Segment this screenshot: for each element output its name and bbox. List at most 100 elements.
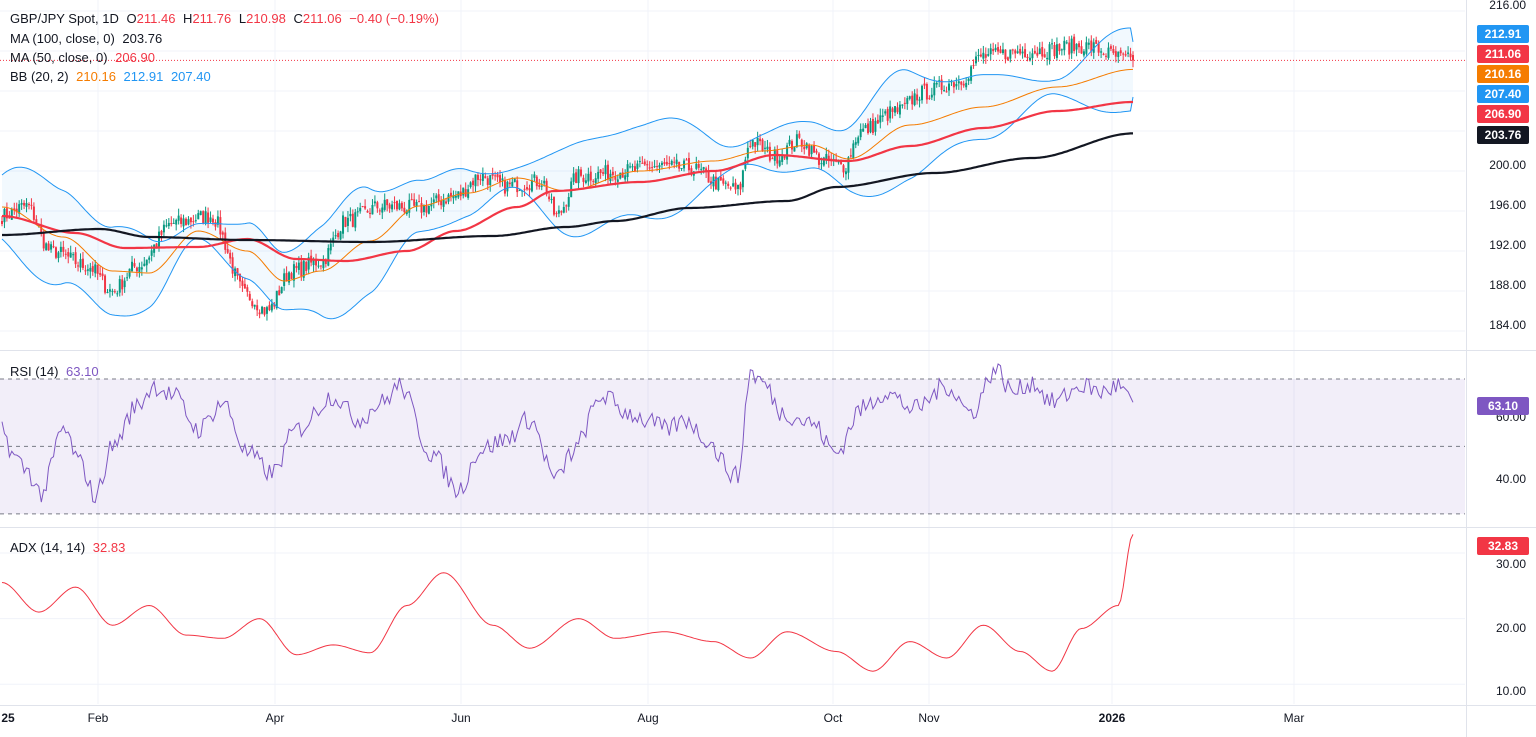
candle-body bbox=[106, 292, 109, 294]
candle-body bbox=[1048, 44, 1051, 60]
candle-body bbox=[754, 142, 757, 147]
candle-body bbox=[977, 54, 980, 56]
candle-body bbox=[143, 263, 146, 267]
bb-legend[interactable]: BB (20, 2) 210.16 212.91 207.40 bbox=[10, 67, 215, 86]
candle-body bbox=[42, 232, 45, 249]
candle-body bbox=[295, 265, 298, 269]
candle-body bbox=[665, 161, 668, 165]
candle-body bbox=[449, 192, 452, 197]
candle-body bbox=[840, 161, 843, 165]
candle-body bbox=[1055, 44, 1058, 58]
candle-body bbox=[923, 83, 926, 86]
open-value: 211.46 bbox=[136, 11, 176, 26]
candle-body bbox=[50, 244, 53, 250]
bb-band-area bbox=[2, 28, 1133, 319]
candle-body bbox=[5, 208, 8, 219]
candle-body bbox=[859, 129, 862, 138]
candle-body bbox=[324, 259, 327, 265]
candle-body bbox=[18, 204, 21, 214]
candle-body bbox=[361, 206, 364, 208]
candle-body bbox=[729, 187, 732, 189]
candle-body bbox=[577, 169, 580, 184]
candle-body bbox=[680, 167, 683, 169]
rsi-line bbox=[1, 363, 1134, 504]
ma100-legend[interactable]: MA (100, close, 0) 203.76 bbox=[10, 29, 166, 48]
candle-body bbox=[1036, 52, 1039, 56]
candle-body bbox=[383, 199, 386, 210]
candle-body bbox=[940, 79, 943, 90]
candle-body bbox=[759, 138, 762, 142]
candle-body bbox=[656, 166, 659, 168]
candle-body bbox=[790, 141, 793, 150]
candle-body bbox=[606, 164, 609, 180]
candle-body bbox=[871, 119, 874, 133]
candle-body bbox=[128, 268, 131, 277]
candle-body bbox=[1102, 53, 1105, 55]
candle-body bbox=[727, 183, 730, 186]
candle-body bbox=[651, 167, 654, 169]
candle-body bbox=[1051, 43, 1054, 45]
close-label: C bbox=[293, 11, 303, 26]
candle-body bbox=[906, 98, 909, 105]
candle-body bbox=[945, 91, 948, 93]
candle-body bbox=[74, 252, 77, 265]
symbol-label: GBP/JPY Spot, 1D bbox=[10, 11, 119, 26]
rsi-legend[interactable]: RSI (14) 63.10 bbox=[10, 362, 103, 381]
candle-body bbox=[185, 218, 188, 226]
candle-body bbox=[705, 168, 708, 172]
candle-body bbox=[479, 179, 482, 181]
candle-body bbox=[1046, 57, 1049, 60]
candle-body bbox=[1038, 48, 1041, 55]
candle-body bbox=[523, 188, 526, 190]
candle-body bbox=[545, 180, 548, 195]
candle-body bbox=[155, 243, 158, 247]
candle-body bbox=[54, 247, 57, 258]
close-price-label: 211.06 bbox=[1477, 45, 1529, 63]
candle-body bbox=[253, 304, 256, 307]
candle-body bbox=[808, 144, 811, 156]
bb-upper-line bbox=[1, 27, 1134, 253]
candle-body bbox=[781, 154, 784, 162]
candle-body bbox=[47, 243, 50, 251]
candle-body bbox=[145, 259, 148, 266]
candle-body bbox=[619, 172, 622, 179]
candle-body bbox=[84, 270, 87, 272]
candle-body bbox=[965, 82, 968, 88]
candle-body bbox=[813, 145, 816, 153]
candle-body bbox=[717, 177, 720, 191]
candle-body bbox=[849, 155, 852, 157]
candle-body bbox=[633, 166, 636, 171]
candle-body bbox=[1068, 42, 1071, 55]
candle-body bbox=[550, 199, 553, 201]
candle-body bbox=[700, 168, 703, 170]
candle-body bbox=[386, 199, 389, 206]
candle-body bbox=[989, 48, 992, 55]
candle-body bbox=[25, 203, 28, 207]
candle-body bbox=[96, 264, 99, 274]
candle-body bbox=[35, 219, 38, 224]
candle-body bbox=[467, 189, 470, 198]
candle-body bbox=[749, 145, 752, 147]
candle-body bbox=[553, 197, 556, 215]
candle-body bbox=[501, 178, 504, 181]
rsi-label: RSI (14) bbox=[10, 364, 59, 379]
adx-legend[interactable]: ADX (14, 14) 32.83 bbox=[10, 538, 129, 557]
candle-body bbox=[994, 47, 997, 51]
candle-body bbox=[707, 171, 710, 183]
candle-body bbox=[614, 176, 617, 180]
candle-body bbox=[418, 201, 421, 203]
candle-body bbox=[626, 164, 629, 178]
candle-body bbox=[371, 204, 374, 215]
candle-body bbox=[805, 143, 808, 149]
candle-body bbox=[908, 96, 911, 99]
candle-body bbox=[572, 173, 575, 182]
candle-body bbox=[675, 159, 678, 165]
ma50-legend[interactable]: MA (50, close, 0) 206.90 bbox=[10, 48, 159, 67]
candle-body bbox=[327, 248, 330, 266]
candle-body bbox=[898, 104, 901, 115]
candle-body bbox=[766, 146, 769, 150]
candle-body bbox=[408, 199, 411, 213]
candle-body bbox=[160, 230, 163, 235]
candle-body bbox=[763, 147, 766, 149]
candle-body bbox=[935, 82, 938, 85]
